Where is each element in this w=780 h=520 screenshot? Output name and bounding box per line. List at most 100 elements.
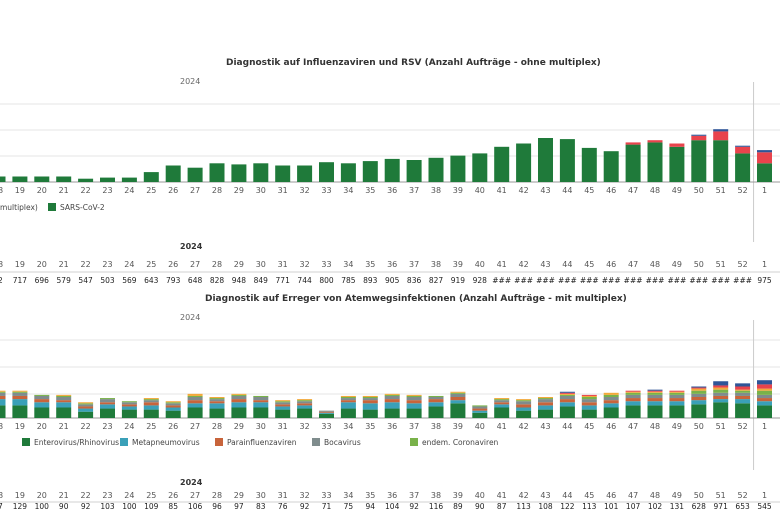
table-count-cell: ###	[646, 276, 665, 285]
bar-segment-bocavirus	[735, 392, 751, 396]
bar-segment-metapneumovirus	[56, 402, 72, 408]
table-week-label: 27	[190, 491, 200, 500]
bar-segment-enterovirus-rhinovirus	[603, 407, 619, 418]
x-tick-label: 50	[694, 186, 704, 195]
table-week-label: 39	[453, 260, 463, 269]
bar-segment-sars-cov-2	[275, 165, 291, 182]
table-week-label: 52	[738, 260, 748, 269]
table-week-label: 39	[453, 491, 463, 500]
x-tick-label: 39	[453, 186, 463, 195]
x-tick-label: 32	[300, 186, 310, 195]
bar-segment-endem-coronaviren	[187, 395, 203, 397]
bar-segment-endem-coronaviren	[494, 399, 510, 401]
table-count-cell: 107	[626, 502, 641, 511]
x-tick-label: 1	[762, 422, 767, 431]
table-count-cell: 76	[278, 502, 288, 511]
table-count-cell: 628	[692, 502, 707, 511]
table-count-cell: 717	[13, 276, 28, 285]
bar-segment-series-5	[0, 390, 6, 392]
table-count-cell: 103	[100, 502, 115, 511]
bar-segment-sars-cov-2	[494, 146, 510, 182]
bar-segment-endem-coronaviren	[625, 392, 641, 395]
bar-segment-bocavirus	[625, 394, 641, 399]
table-week-label: 40	[475, 260, 485, 269]
bar-segment-parainfluenzaviren	[231, 399, 247, 403]
table-count-cell: ###	[514, 276, 533, 285]
bar-segment-enterovirus-rhinovirus	[340, 408, 356, 418]
bar-segment-series-5	[340, 395, 356, 397]
bar-segment-bocavirus	[494, 400, 510, 403]
x-tick-label: 20	[37, 186, 47, 195]
x-tick-label: 27	[190, 186, 200, 195]
x-tick-label: 42	[519, 422, 529, 431]
bar-segment-series-5	[187, 393, 203, 396]
x-tick-label: 39	[453, 422, 463, 431]
table-count-cell: 919	[451, 276, 466, 285]
bar-segment-endem-coronaviren	[78, 403, 94, 405]
table-week-label: 42	[519, 260, 529, 269]
table-week-label: 31	[278, 260, 288, 269]
table-week-label: 45	[584, 260, 594, 269]
bar-segment-bocavirus	[12, 392, 28, 396]
bar-segment-bocavirus	[691, 393, 707, 397]
x-tick-label: 48	[650, 186, 660, 195]
bar-segment-bocavirus	[428, 397, 444, 400]
table-week-label: 1	[762, 491, 767, 500]
bar-segment-series-1	[713, 131, 729, 141]
bar-segment-enterovirus-rhinovirus	[143, 409, 159, 418]
x-tick-label: 29	[234, 186, 244, 195]
table-count-cell: 836	[407, 276, 422, 285]
bar-segment-metapneumovirus	[428, 402, 444, 407]
bar-segment-parainfluenzaviren	[319, 411, 334, 413]
bar-segment-enterovirus-rhinovirus	[450, 403, 466, 418]
bar-segment-enterovirus-rhinovirus	[297, 408, 313, 418]
bar-segment-series-7	[647, 389, 663, 391]
x-tick-label: 44	[562, 422, 572, 431]
x-tick-label: 35	[365, 186, 375, 195]
bar-segment-metapneumovirus	[384, 402, 400, 409]
table-week-label: 31	[278, 491, 288, 500]
table-count-cell: 108	[538, 502, 553, 511]
bar-segment-parainfluenzaviren	[735, 395, 751, 400]
table-count-cell: 975	[757, 276, 772, 285]
bar-segment-metapneumovirus	[450, 400, 466, 404]
x-tick-label: 45	[584, 186, 594, 195]
x-tick-label: 41	[497, 186, 507, 195]
table-count-cell: ###	[536, 276, 555, 285]
x-tick-label: 29	[234, 422, 244, 431]
bar-segment-parainfluenzaviren	[713, 395, 729, 400]
legend-label: multiplex)	[0, 203, 38, 212]
x-tick-label: 22	[81, 186, 91, 195]
table-count-cell: 579	[57, 276, 72, 285]
bar-segment-series-5	[406, 394, 422, 396]
bar-segment-enterovirus-rhinovirus	[209, 408, 225, 418]
bar-segment-bocavirus	[559, 395, 575, 400]
x-tick-label: 19	[15, 422, 25, 431]
bar-segment-series-7	[757, 380, 772, 385]
legend-label: endem. Coronaviren	[422, 438, 499, 447]
table-week-label: 18	[0, 260, 3, 269]
table-week-label: 29	[234, 260, 244, 269]
bar-segment-endem-coronaviren	[406, 395, 422, 397]
bar-segment-metapneumovirus	[340, 402, 356, 409]
bar-segment-bocavirus	[297, 401, 313, 404]
bar-segment-sars-cov-2	[340, 163, 356, 182]
table-week-label: 50	[694, 260, 704, 269]
bar-segment-parainfluenzaviren	[253, 400, 269, 403]
table-count-cell: 643	[144, 276, 159, 285]
x-tick-label: 47	[628, 422, 638, 431]
table-week-label: 19	[15, 491, 25, 500]
x-tick-label: 23	[102, 186, 112, 195]
bar-segment-series-5	[12, 390, 28, 392]
bar-segment-series-2	[757, 150, 772, 153]
table-week-label: 49	[672, 260, 682, 269]
table-count-cell: ###	[580, 276, 599, 285]
bar-segment-bocavirus	[165, 403, 181, 406]
bar-segment-metapneumovirus	[187, 403, 203, 408]
bar-segment-endem-coronaviren	[340, 397, 356, 399]
bar-segment-endem-coronaviren	[713, 389, 729, 393]
bar-segment-series-5	[735, 389, 751, 391]
x-tick-label: 32	[300, 422, 310, 431]
x-tick-label: 51	[716, 422, 726, 431]
x-tick-label: 52	[738, 186, 748, 195]
